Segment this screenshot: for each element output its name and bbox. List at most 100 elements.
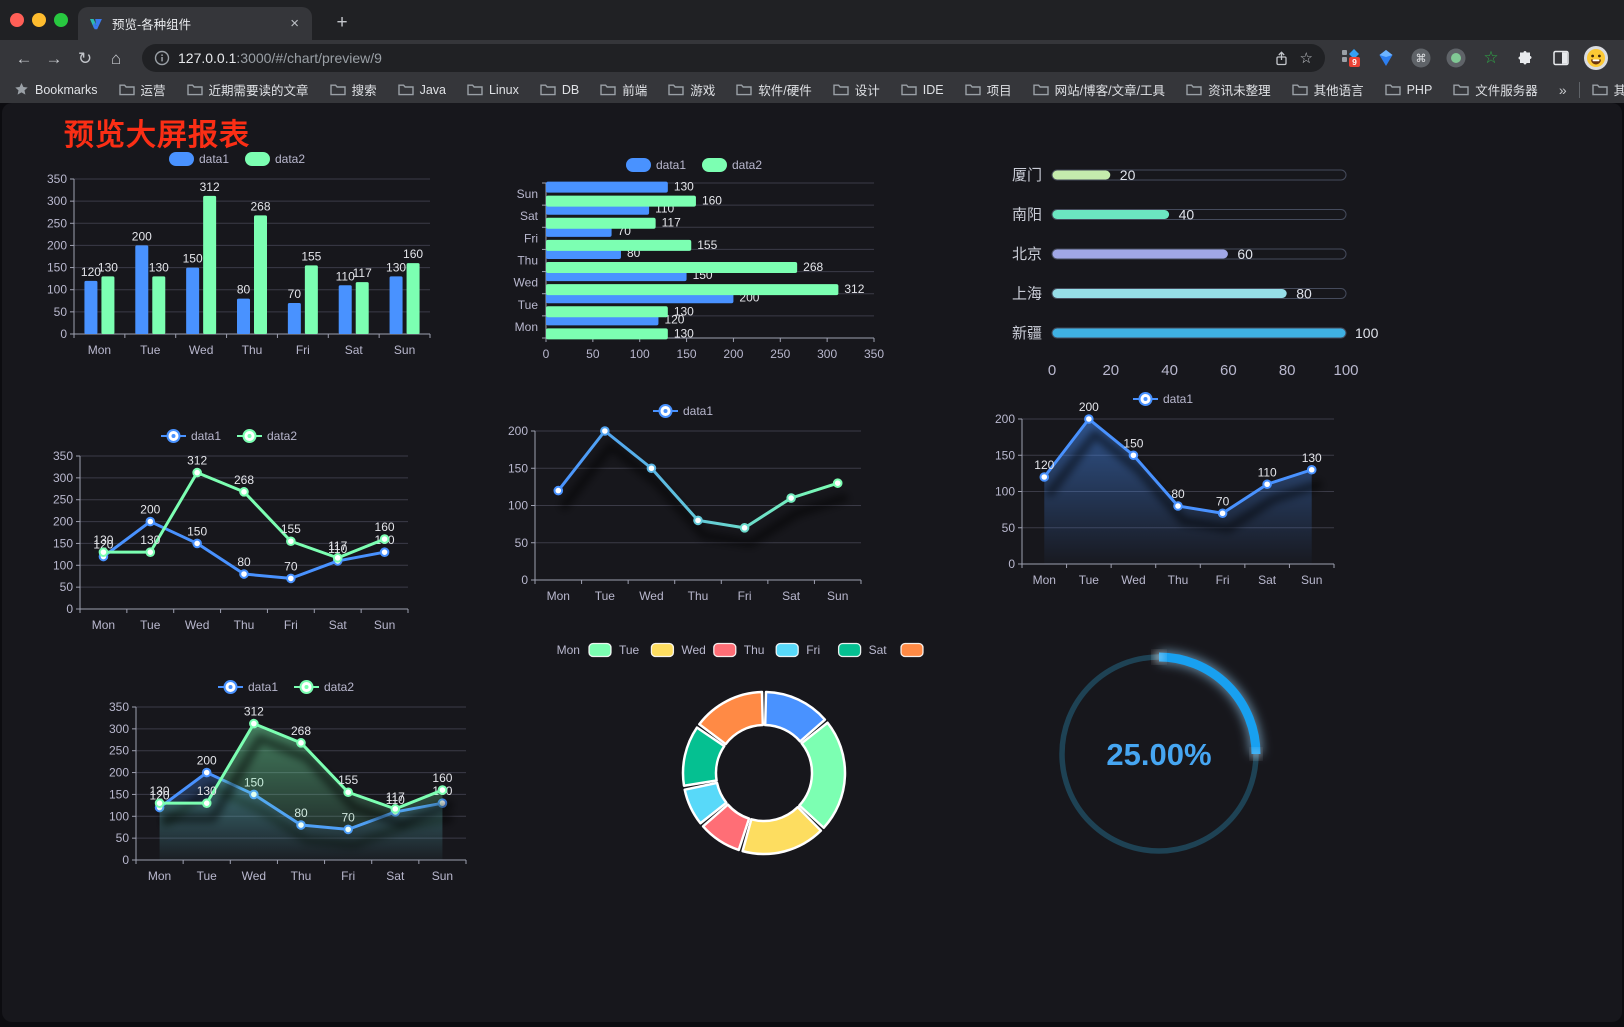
reload-icon[interactable]: ↻ bbox=[77, 49, 93, 68]
svg-text:data1: data1 bbox=[683, 404, 713, 418]
bookmark-folder-item[interactable]: 网站/博客/文章/工具 bbox=[1032, 80, 1165, 99]
multi-line-chart[interactable]: 0 50 100 150 200 250 300 350 Mon Tue Wed Thu Fri Sat S… bbox=[44, 424, 420, 636]
back-icon[interactable]: ← bbox=[15, 49, 33, 68]
bookmark-folder-item[interactable]: 设计 bbox=[833, 80, 880, 99]
bookmark-folder-item[interactable]: DB bbox=[540, 83, 579, 97]
gem-extension-icon[interactable] bbox=[1373, 45, 1399, 71]
command-extension-icon[interactable]: ⌘ bbox=[1408, 45, 1434, 71]
new-tab-button[interactable]: + bbox=[336, 12, 348, 33]
svg-text:Wed: Wed bbox=[681, 643, 705, 657]
bookmark-folder-item[interactable]: 运营 bbox=[118, 80, 166, 99]
donut-segment[interactable] bbox=[763, 690, 827, 743]
legend-item[interactable]: data1 bbox=[1133, 392, 1193, 406]
browser-menu-icon[interactable]: ⋮ bbox=[1618, 45, 1624, 71]
svg-text:150: 150 bbox=[1123, 436, 1143, 450]
legend-item[interactable]: data1 bbox=[626, 158, 686, 172]
bookmark-folder-item[interactable]: 前端 bbox=[600, 80, 647, 99]
svg-text:150: 150 bbox=[109, 787, 129, 801]
bookmarks-star-item[interactable]: Bookmarks bbox=[14, 82, 98, 97]
bookmark-folder-item[interactable]: 资讯未整理 bbox=[1186, 80, 1271, 99]
progress-bar-chart[interactable]: 厦门 20 南阳 40 北京 60 上海 80 新疆 100 0 20 40 60 80 100 bbox=[996, 155, 1394, 383]
legend-item[interactable]: data2 bbox=[237, 429, 297, 443]
bookmark-folder-item[interactable]: 软件/硬件 bbox=[736, 80, 812, 99]
svg-text:Wed: Wed bbox=[185, 618, 209, 632]
dual-area-line-chart[interactable]: 0 50 100 150 200 250 300 350 Mon Tue Wed Thu Fri Sat S… bbox=[100, 675, 478, 887]
grouped-bar-chart[interactable]: 0 50 100 150 200 250 300 350 Mon Tue Wed Thu Fri Sat S… bbox=[38, 147, 442, 361]
legend-item[interactable]: Tue bbox=[588, 642, 640, 658]
folder-icon bbox=[668, 84, 684, 96]
green-star-extension-icon[interactable]: ☆ bbox=[1483, 48, 1499, 67]
donut-segment[interactable] bbox=[741, 805, 823, 856]
window-zoom-button[interactable] bbox=[54, 13, 68, 27]
svg-text:110: 110 bbox=[328, 542, 347, 556]
svg-text:155: 155 bbox=[338, 773, 358, 787]
svg-text:Tue: Tue bbox=[140, 618, 161, 632]
extensions-row: 9 ⌘ ☆ bbox=[1338, 45, 1624, 71]
extensions-puzzle-icon[interactable] bbox=[1513, 45, 1539, 71]
bookmark-folder-item[interactable]: Linux bbox=[467, 83, 519, 97]
site-info-icon[interactable] bbox=[154, 50, 170, 66]
svg-text:80: 80 bbox=[237, 555, 251, 569]
legend-item[interactable]: data1 bbox=[169, 152, 229, 166]
bookmarks-label: Bookmarks bbox=[35, 82, 98, 97]
bookmarks-overflow-chevron[interactable]: » bbox=[1558, 81, 1567, 98]
legend-item[interactable]: data1 bbox=[653, 404, 713, 418]
gradient-line-chart[interactable]: 0 50 100 150 200 Mon Tue Wed Thu Fri Sat Sun data1 bbox=[499, 399, 873, 607]
legend-item[interactable]: Fri bbox=[775, 642, 820, 658]
svg-text:0: 0 bbox=[122, 853, 129, 867]
side-panel-icon[interactable] bbox=[1548, 45, 1574, 71]
window-close-button[interactable] bbox=[10, 13, 24, 27]
bookmark-folder-item[interactable]: 文件服务器 bbox=[1453, 80, 1538, 99]
tab-manager-extension-icon[interactable]: 9 bbox=[1338, 45, 1364, 71]
tab-close-icon[interactable]: × bbox=[290, 15, 299, 32]
horizontal-bar-chart[interactable]: 0 50 100 150 200 250 300 350 Mon Tue Wed Thu Fri Sat S… bbox=[504, 153, 890, 365]
bookmark-folder-item[interactable]: 项目 bbox=[964, 80, 1012, 99]
legend-item[interactable]: Sun bbox=[900, 642, 930, 658]
svg-text:data1: data1 bbox=[1163, 392, 1193, 406]
bookmark-folder-item[interactable]: 近期需要读的文章 bbox=[186, 80, 309, 99]
donut-segment[interactable] bbox=[701, 803, 751, 852]
svg-text:0: 0 bbox=[543, 347, 550, 361]
other-bookmarks-folder[interactable]: 其他书签 bbox=[1591, 80, 1624, 99]
donut-segment[interactable] bbox=[698, 690, 765, 746]
browser-tab[interactable]: 预览-各种组件 × bbox=[78, 7, 312, 40]
legend-item[interactable]: data2 bbox=[294, 680, 354, 694]
bookmark-folder-item[interactable]: 搜索 bbox=[329, 80, 377, 99]
folder-icon bbox=[901, 84, 917, 96]
donut-chart[interactable]: Mon Tue Wed Thu Fri Sat Sun bbox=[550, 637, 930, 881]
legend-item[interactable]: data1 bbox=[161, 429, 221, 443]
circular-progress-gauge[interactable]: 25.00% bbox=[1044, 639, 1274, 873]
forward-icon[interactable]: → bbox=[45, 49, 63, 68]
address-bar[interactable]: 127.0.0.1:3000/#/chart/preview/9 ☆ bbox=[142, 44, 1325, 72]
window-minimize-button[interactable] bbox=[32, 13, 46, 27]
legend-item[interactable]: Thu bbox=[713, 642, 765, 658]
area-line-chart[interactable]: 0 50 100 150 200 Mon Tue Wed Thu Fri Sat Sun 120 200 1… bbox=[986, 387, 1346, 591]
svg-text:新疆: 新疆 bbox=[1012, 325, 1042, 342]
svg-text:Fri: Fri bbox=[296, 343, 310, 357]
bookmark-folder-item[interactable]: IDE bbox=[901, 83, 944, 97]
svg-text:Mon: Mon bbox=[148, 869, 171, 883]
legend-item[interactable]: data1 bbox=[218, 680, 278, 694]
svg-text:Sat: Sat bbox=[869, 643, 888, 657]
bookmark-star-icon[interactable]: ☆ bbox=[1299, 50, 1313, 67]
svg-text:data1: data1 bbox=[199, 152, 229, 166]
share-icon[interactable] bbox=[1273, 50, 1290, 67]
legend-item[interactable]: Wed bbox=[650, 642, 706, 658]
profile-avatar[interactable] bbox=[1583, 45, 1609, 71]
recorder-extension-icon[interactable] bbox=[1443, 45, 1469, 71]
svg-text:Sun: Sun bbox=[827, 589, 848, 603]
bookmark-folder-item[interactable]: Java bbox=[397, 83, 446, 97]
svg-text:130: 130 bbox=[386, 260, 406, 274]
donut-segment[interactable] bbox=[681, 726, 726, 787]
legend-item[interactable]: Mon bbox=[550, 643, 580, 657]
bookmark-folder-item[interactable]: 其他语言 bbox=[1291, 80, 1364, 99]
svg-text:80: 80 bbox=[237, 283, 251, 297]
legend-item[interactable]: Sat bbox=[837, 642, 888, 658]
legend-item[interactable]: data2 bbox=[702, 158, 762, 172]
donut-segment[interactable] bbox=[798, 721, 847, 829]
bookmark-folder-item[interactable]: PHP bbox=[1384, 83, 1432, 97]
bookmark-folder-item[interactable]: 游戏 bbox=[668, 80, 715, 99]
donut-segment[interactable] bbox=[683, 781, 728, 825]
legend-item[interactable]: data2 bbox=[245, 152, 305, 166]
home-icon[interactable]: ⌂ bbox=[110, 49, 122, 68]
